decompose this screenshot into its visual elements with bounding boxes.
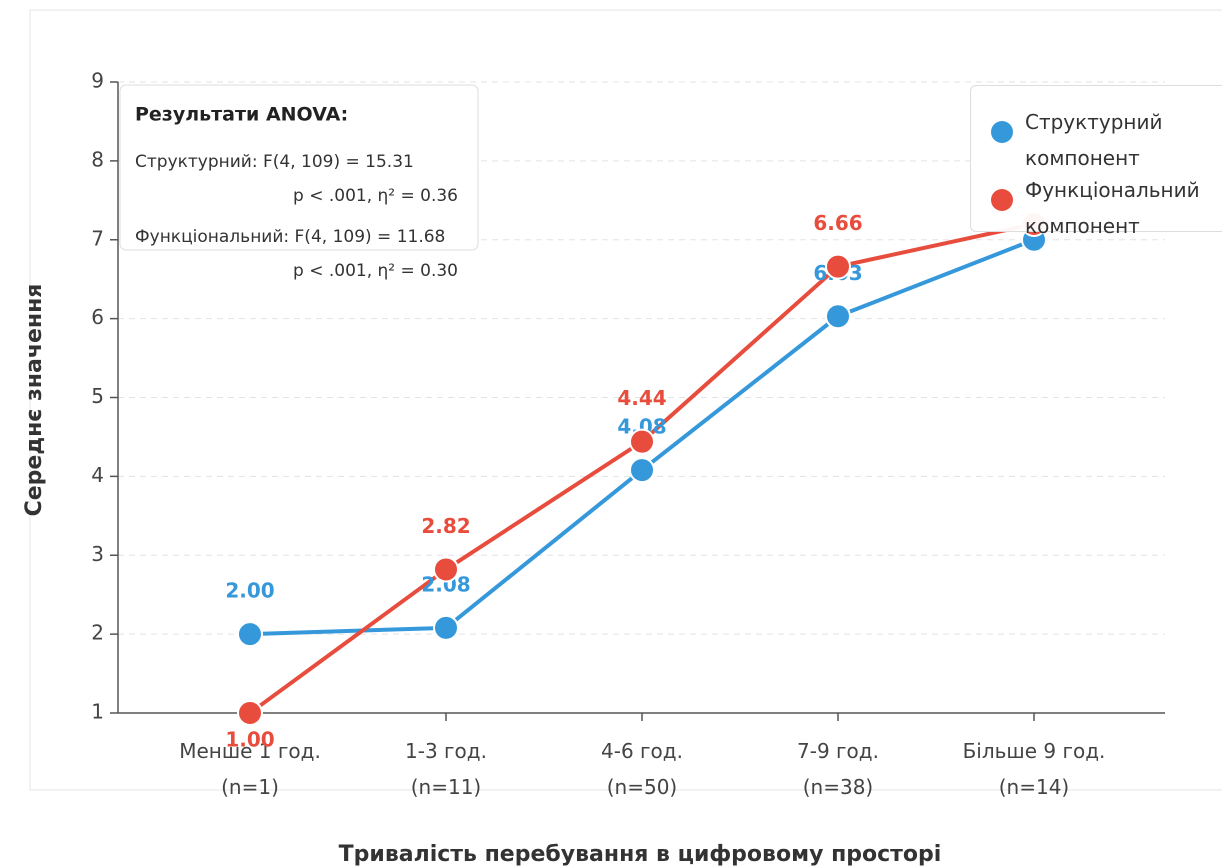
annotation-line: Структурний: F(4, 109) = 15.31 [135,152,414,172]
data-label: 1.00 [225,728,274,752]
y-tick-label: 1 [91,700,104,724]
data-point [825,253,851,280]
y-tick-label: 7 [91,226,104,250]
annotation-line: Функціональний: F(4, 109) = 11.68 [135,227,445,247]
data-label: 2.82 [421,514,470,538]
legend: Структурний компонент Функціональний комп… [970,85,1222,238]
y-tick-label: 2 [91,621,104,645]
x-tick-label: Більше 9 год. (n=14) [963,739,1106,799]
x-tick-label: Менше 1 год. (n=1) [179,739,321,799]
x-tick-label: 7-9 год. (n=38) [797,739,879,799]
annotation: Результати ANOVA: Структурний: F(4, 109)… [119,84,479,281]
legend-item: Функціональний компонент [991,178,1222,244]
x-axis-title: Тривалість перебування в цифровому прост… [339,842,942,867]
annotation-box [119,84,479,251]
legend-item: Структурний компонент [991,110,1222,176]
data-point [237,621,263,648]
data-point [629,428,655,455]
legend-swatch [991,121,1013,143]
data-point [825,303,851,330]
annotation-line: p < .001, η² = 0.30 [293,261,458,281]
data-point [433,614,459,641]
data-point [433,556,459,583]
data-label: 6.66 [813,211,862,235]
y-axis-title: Середнє значення [22,284,47,517]
y-tick-label: 4 [91,463,104,487]
data-point [237,700,263,726]
y-tick-label: 3 [91,542,104,566]
legend-label: Функціональний компонент [1025,178,1200,238]
x-tick-label: 1-3 год. (n=11) [405,739,487,799]
x-tick-label: 4-6 год. (n=50) [601,739,683,799]
legend-swatch [991,189,1013,211]
y-tick-label: 9 [91,69,104,93]
y-tick-label: 6 [91,305,104,329]
legend-label: Структурний компонент [1025,110,1163,170]
annotation-title: Результати ANOVA: [135,104,348,126]
y-tick-label: 8 [91,147,104,171]
data-label: 4.44 [617,386,666,410]
y-tick-label: 5 [91,384,104,408]
data-label: 2.00 [225,579,274,603]
data-point [629,457,655,484]
annotation-line: p < .001, η² = 0.36 [293,186,458,206]
marks: 2.002.084.086.031.002.824.446.66 [225,210,1047,752]
